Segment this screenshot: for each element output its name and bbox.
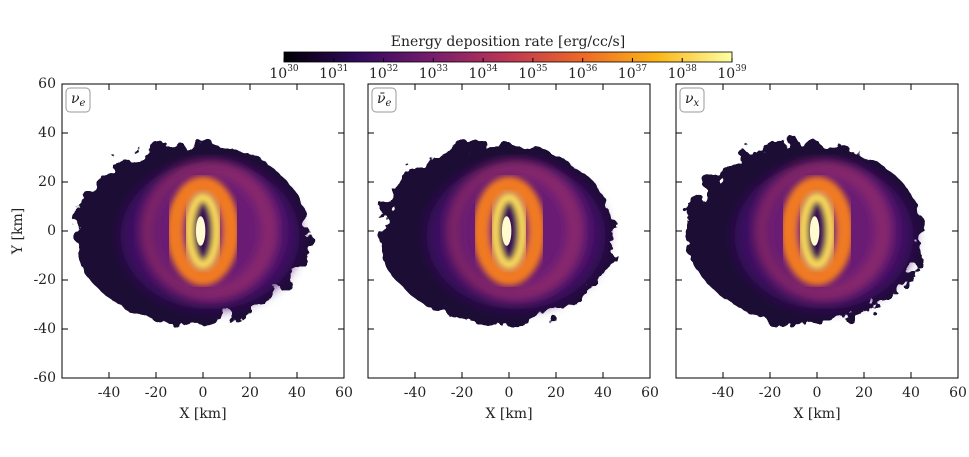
x-axis-label: X [km] [179, 406, 226, 422]
outer-ring [141, 162, 274, 300]
y-tick-label: 60 [38, 76, 56, 92]
label-sub: x [694, 98, 700, 109]
x-tick-label: 40 [902, 385, 920, 401]
x-axis-label: X [km] [485, 406, 532, 422]
colorbar-tick-label: 1031 [319, 64, 348, 83]
core [501, 216, 512, 246]
y-tick-label: -60 [33, 370, 56, 386]
colorbar-title: Energy deposition rate [erg/cc/s] [391, 34, 625, 50]
y-tick-label: 20 [38, 174, 56, 190]
label-base: ν̄ [377, 91, 386, 107]
label-sub: e [80, 98, 86, 109]
x-tick-label: -40 [404, 385, 427, 401]
core [809, 216, 820, 246]
outer-ring [447, 162, 580, 300]
colorbar-tick-label: 1037 [618, 64, 648, 83]
legend-box [65, 87, 91, 113]
panel-label: νx [685, 91, 700, 109]
tick-base: 10 [668, 66, 686, 82]
tick-base: 10 [319, 66, 337, 82]
x-tick-label: 20 [241, 385, 259, 401]
tick-exponent: 36 [586, 64, 598, 74]
tick-base: 10 [419, 66, 437, 82]
heatmap [73, 142, 309, 325]
x-tick-label: -20 [451, 385, 474, 401]
x-tick-label: 20 [547, 385, 565, 401]
tick-base: 10 [717, 66, 735, 82]
tick-exponent: 30 [287, 64, 299, 74]
colorbar-tick-label: 1039 [717, 64, 747, 83]
colorbar-tick-label: 1035 [518, 64, 548, 83]
colorbar [283, 51, 733, 63]
tick-base: 10 [369, 66, 387, 82]
x-tick-label: 60 [335, 385, 353, 401]
x-tick-label: 0 [199, 385, 208, 401]
tick-base: 10 [618, 66, 636, 82]
core [195, 216, 206, 246]
legend-box [679, 87, 705, 113]
colorbar-tick-label: 1038 [668, 64, 698, 83]
y-axis-label: Y [km] [10, 208, 26, 255]
y-tick-label: 0 [47, 223, 56, 239]
colorbar-tick-label: 1030 [269, 64, 299, 83]
colorbar-tick-label: 1034 [468, 64, 498, 83]
x-tick-label: -20 [759, 385, 782, 401]
colorbar-tick-label: 1032 [369, 64, 398, 83]
panel-label: ν̄e [377, 91, 392, 109]
legend-box [371, 87, 397, 113]
tick-exponent: 34 [486, 64, 498, 74]
x-tick-label: 40 [288, 385, 306, 401]
x-tick-label: -20 [145, 385, 168, 401]
colorbar-tick-label: 1033 [419, 64, 449, 83]
label-sub: e [386, 98, 392, 109]
tick-exponent: 38 [685, 64, 697, 74]
tick-exponent: 35 [536, 64, 548, 74]
x-tick-label: 20 [855, 385, 873, 401]
tick-base: 10 [468, 66, 486, 82]
y-tick-label: -20 [33, 272, 56, 288]
heatmap [687, 142, 923, 325]
x-tick-label: 0 [813, 385, 822, 401]
x-tick-label: 60 [641, 385, 659, 401]
colorbar-tick-label: 1036 [568, 64, 598, 83]
x-tick-label: 0 [505, 385, 514, 401]
x-axis-label: X [km] [793, 406, 840, 422]
panel-label: νe [71, 91, 86, 109]
tick-exponent: 37 [636, 64, 648, 74]
tick-exponent: 33 [437, 64, 449, 74]
tick-base: 10 [269, 66, 287, 82]
label-base: ν [71, 91, 80, 107]
tick-base: 10 [518, 66, 536, 82]
tick-exponent: 32 [387, 64, 398, 74]
x-tick-label: -40 [98, 385, 121, 401]
y-tick-label: -40 [33, 321, 56, 337]
heatmap [379, 142, 615, 325]
tick-exponent: 39 [735, 64, 747, 74]
y-tick-label: 40 [38, 125, 56, 141]
label-base: ν [685, 91, 694, 107]
x-tick-label: 60 [949, 385, 967, 401]
outer-ring [755, 162, 888, 300]
x-tick-label: 40 [594, 385, 612, 401]
tick-base: 10 [568, 66, 586, 82]
tick-exponent: 31 [337, 64, 348, 74]
x-tick-label: -40 [712, 385, 735, 401]
